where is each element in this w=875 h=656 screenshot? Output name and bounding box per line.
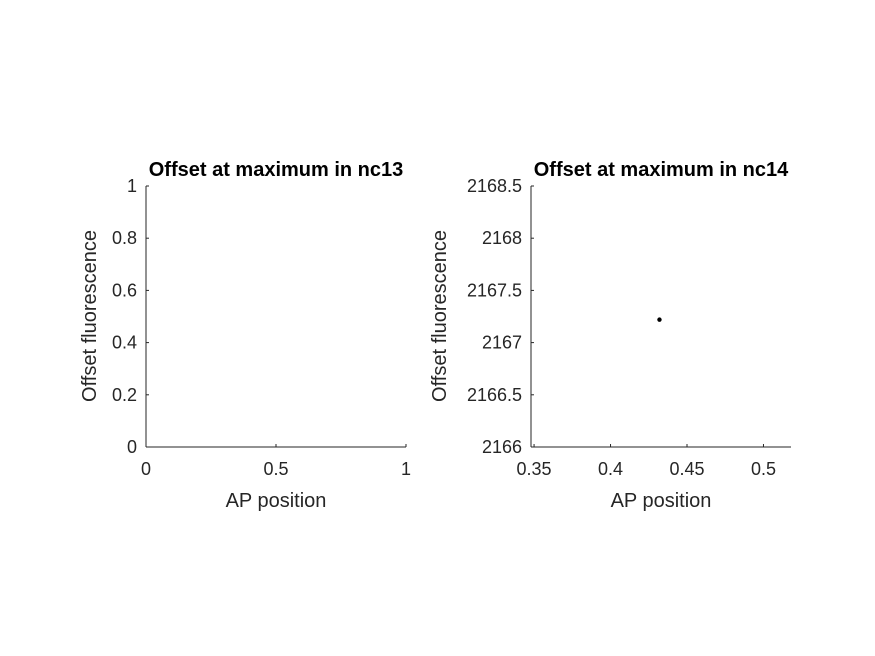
x-axis-label: AP position (611, 490, 712, 512)
data-points (657, 317, 662, 322)
y-tick-label: 0.2 (112, 385, 137, 405)
subplot-nc13: Offset at maximum in nc13 AP position Of… (79, 159, 411, 512)
subplot-nc14: Offset at maximum in nc14 AP position Of… (429, 159, 791, 512)
y-tick-label: 2168 (482, 228, 522, 248)
axis-ticks: 0.35 0.4 0.45 0.5 2166 2166.5 2167 2167.5 2168 21… (467, 176, 791, 479)
x-tick-label: 0.35 (517, 459, 552, 479)
y-tick-label: 2167.5 (467, 280, 522, 300)
x-tick-label: 0.5 (751, 459, 776, 479)
y-tick-label: 0.4 (112, 333, 137, 353)
x-tick-label: 1 (401, 459, 411, 479)
y-axis-label: Offset fluorescence (79, 230, 101, 402)
x-tick-label: 0 (141, 459, 151, 479)
axis-ticks: 0 0.5 1 0 0.2 0.4 0.6 0.8 1 (112, 176, 411, 479)
x-tick-label: 0.45 (669, 459, 704, 479)
data-point (657, 317, 662, 322)
y-tick-label: 1 (127, 176, 137, 196)
y-tick-label: 0.8 (112, 228, 137, 248)
y-tick-label: 0 (127, 437, 137, 457)
y-tick-label: 2166 (482, 437, 522, 457)
x-axis-label: AP position (226, 490, 327, 512)
y-tick-label: 2166.5 (467, 385, 522, 405)
subplot-title: Offset at maximum in nc14 (534, 159, 789, 181)
y-tick-label: 2167 (482, 333, 522, 353)
subplot-title: Offset at maximum in nc13 (149, 159, 404, 181)
y-axis-label: Offset fluorescence (429, 230, 451, 402)
x-tick-label: 0.5 (263, 459, 288, 479)
x-tick-label: 0.4 (598, 459, 623, 479)
y-tick-label: 0.6 (112, 280, 137, 300)
y-tick-label: 2168.5 (467, 176, 522, 196)
